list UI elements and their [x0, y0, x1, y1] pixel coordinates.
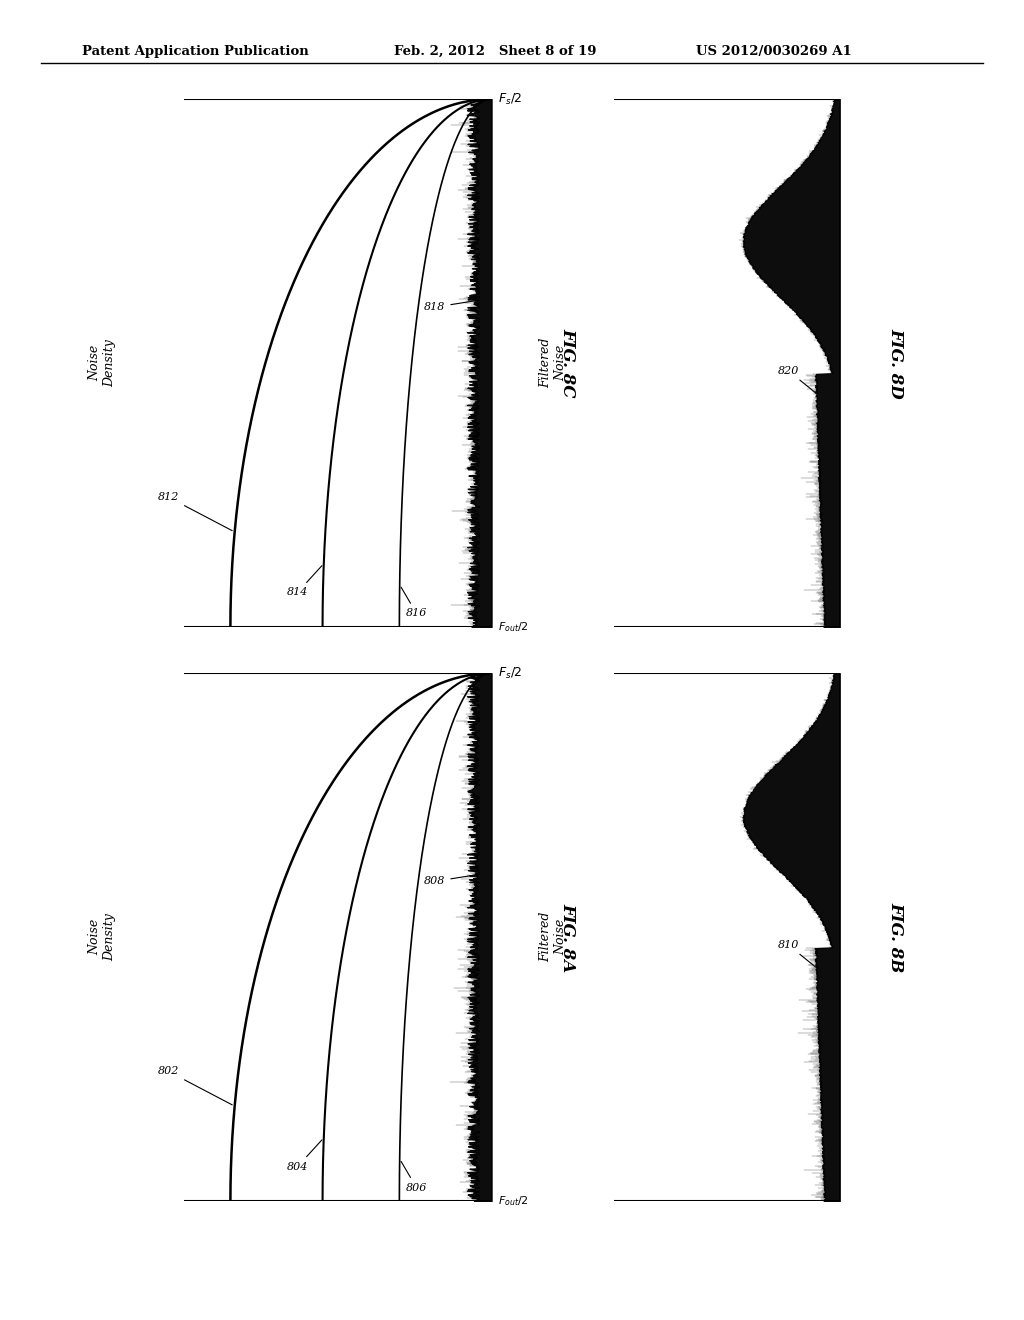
Text: 810: 810	[777, 940, 816, 968]
Text: 808: 808	[424, 874, 479, 887]
Text: Noise
Density: Noise Density	[88, 339, 117, 387]
Text: FIG. 8C: FIG. 8C	[560, 329, 577, 397]
Text: Noise
Density: Noise Density	[88, 913, 117, 961]
Text: 802: 802	[158, 1067, 232, 1105]
Text: FIG. 8A: FIG. 8A	[560, 903, 577, 972]
Text: $F_{out}/2$: $F_{out}/2$	[498, 620, 528, 634]
Text: $F_s/2$: $F_s/2$	[498, 665, 522, 681]
Text: US 2012/0030269 A1: US 2012/0030269 A1	[696, 45, 852, 58]
Text: $F_s/2$: $F_s/2$	[498, 91, 522, 107]
Text: 812: 812	[158, 492, 232, 531]
Text: FIG. 8D: FIG. 8D	[888, 327, 904, 399]
Text: 806: 806	[401, 1162, 427, 1193]
Text: $F_{out}/2$: $F_{out}/2$	[498, 1195, 528, 1208]
Text: 818: 818	[424, 300, 479, 313]
Text: 820: 820	[777, 366, 816, 393]
Text: 814: 814	[287, 566, 322, 598]
Text: FIG. 8B: FIG. 8B	[888, 902, 904, 973]
Text: 804: 804	[287, 1140, 322, 1172]
Text: Feb. 2, 2012   Sheet 8 of 19: Feb. 2, 2012 Sheet 8 of 19	[394, 45, 597, 58]
Text: 816: 816	[401, 587, 427, 619]
Text: Filtered
Noise: Filtered Noise	[539, 912, 567, 962]
Text: Filtered
Noise: Filtered Noise	[539, 338, 567, 388]
Text: Patent Application Publication: Patent Application Publication	[82, 45, 308, 58]
